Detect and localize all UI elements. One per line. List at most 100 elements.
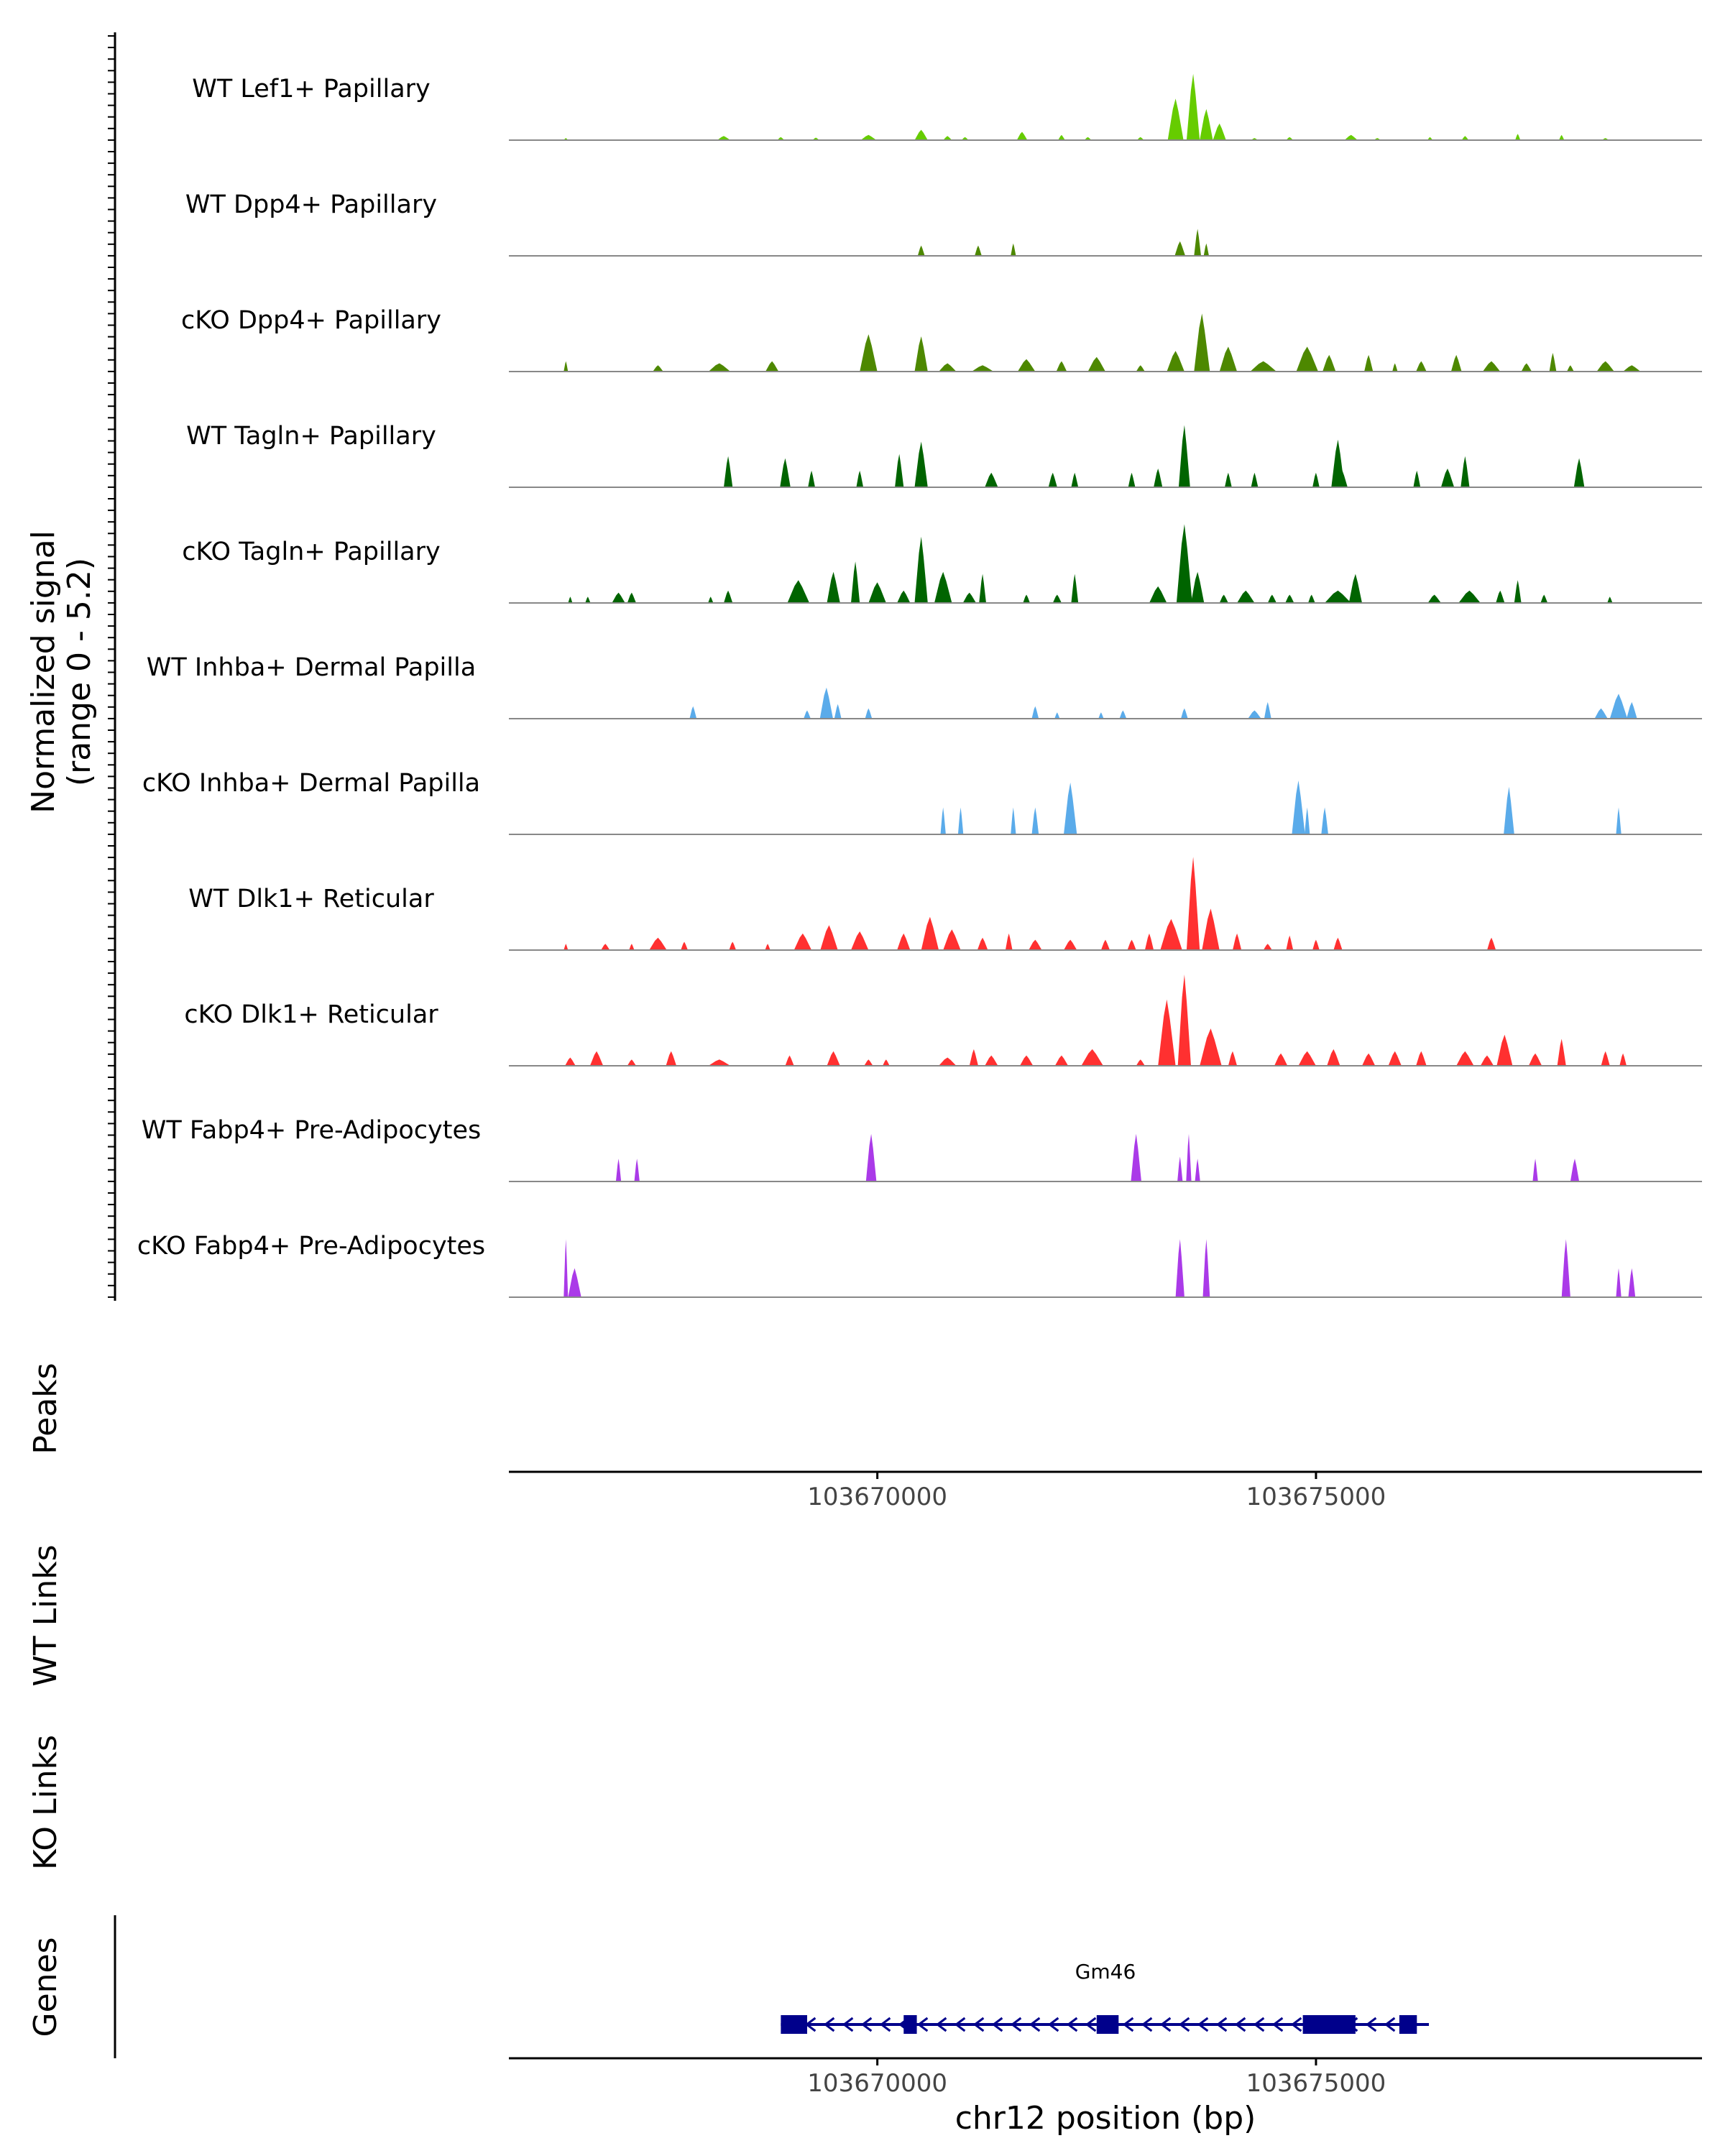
coverage-peak	[1322, 354, 1336, 372]
coverage-peak	[1191, 571, 1205, 603]
coverage-peak	[921, 916, 939, 950]
coverage-peak	[856, 470, 864, 487]
signal-y-axis	[108, 32, 116, 1301]
strand-arrow	[991, 2017, 1003, 2032]
coverage-peak	[1058, 134, 1065, 140]
coverage-peak	[1136, 365, 1145, 372]
coverage-peak	[1178, 425, 1190, 487]
coverage-peak	[1202, 1239, 1210, 1297]
coverage-peak	[1364, 354, 1374, 372]
coverage-peak	[914, 441, 928, 487]
coverage-peak	[1348, 573, 1362, 603]
coverage-peak	[1567, 365, 1574, 372]
coverage-peak	[971, 365, 994, 372]
coverage-peak	[977, 937, 988, 950]
coverage-peak	[1362, 1053, 1376, 1066]
coverage-peak	[1023, 594, 1030, 603]
coverage-peak	[689, 706, 697, 719]
signal-axis-label-line2: (range 0 - 5.2)	[61, 558, 98, 786]
strand-arrow	[954, 2017, 966, 2032]
coverage-peak	[1100, 939, 1110, 950]
coverage-peak	[1136, 137, 1144, 140]
coverage-peak	[865, 708, 873, 719]
coverage-track: WT Inhba+ Dermal Papilla	[147, 653, 1702, 719]
coverage-peak	[1549, 353, 1557, 372]
strand-arrow	[1253, 2017, 1265, 2032]
coverage-peak	[1487, 937, 1496, 950]
coverage-track: cKO Fabp4+ Pre-Adipocytes	[137, 1232, 1702, 1298]
coverage-peak	[1540, 594, 1548, 603]
coverage-peak	[1298, 1051, 1316, 1066]
coverage-peak	[1344, 134, 1358, 140]
coverage-peak	[1480, 1055, 1494, 1066]
coverage-peak	[1250, 361, 1276, 372]
coverage-peak	[1200, 1028, 1222, 1066]
coverage-peak	[1528, 1053, 1542, 1066]
coverage-peak	[708, 363, 731, 372]
coverage-peak	[708, 596, 714, 603]
x-tick-label: 103675000	[1246, 1483, 1386, 1511]
exon-block	[903, 2015, 917, 2034]
coverage-peak	[1416, 1051, 1427, 1066]
strand-arrow	[972, 2017, 985, 2032]
coverage-peak	[969, 1049, 978, 1066]
coverage-peak	[827, 571, 840, 603]
coverage-peak	[1176, 524, 1192, 603]
x-axis-title: chr12 position (bp)	[955, 2100, 1256, 2137]
coverage-peak	[1461, 136, 1469, 140]
track-label: cKO Dlk1+ Reticular	[184, 1000, 438, 1029]
strand-arrow	[1384, 2017, 1396, 2032]
coverage-peak	[1084, 137, 1092, 140]
coverage-peak	[962, 592, 976, 603]
coverage-peak	[1337, 470, 1348, 487]
coverage-peak	[917, 245, 925, 256]
coverage-peak	[914, 536, 928, 603]
coverage-peak	[865, 1133, 877, 1181]
coverage-peak	[589, 1051, 604, 1066]
coverage-peak	[1071, 472, 1079, 487]
coverage-peak	[1011, 243, 1016, 256]
coverage-peak	[1219, 594, 1228, 603]
coverage-peak	[834, 704, 842, 719]
strand-arrow	[1066, 2017, 1078, 2032]
coverage-peak	[934, 571, 952, 603]
track-label: cKO Dpp4+ Papillary	[181, 306, 441, 335]
coverage-peak	[1308, 594, 1315, 603]
coverage-peak	[1056, 361, 1067, 372]
coverage-peak	[1325, 590, 1351, 603]
coverage-track: cKO Tagln+ Papillary	[182, 524, 1702, 604]
coverage-peak	[1515, 134, 1521, 140]
coverage-peak	[1031, 706, 1039, 719]
coverage-peak	[1413, 470, 1421, 487]
strand-arrow	[1122, 2017, 1134, 2032]
coverage-peak	[1285, 594, 1294, 603]
track-label: cKO Inhba+ Dermal Papilla	[142, 769, 480, 798]
strand-arrow	[1197, 2017, 1209, 2032]
coverage-peak	[1064, 939, 1077, 950]
gene-name-label: Gm46	[1075, 1960, 1136, 1984]
coverage-peak	[1458, 590, 1481, 603]
coverage-peak	[1098, 712, 1104, 719]
coverage-peak	[1573, 458, 1585, 487]
coverage-peak	[1136, 1059, 1145, 1066]
coverage-peak	[627, 592, 636, 603]
coverage-peak	[1177, 975, 1191, 1066]
track-label: cKO Fabp4+ Pre-Adipocytes	[137, 1232, 485, 1261]
coverage-peak	[765, 944, 770, 950]
strand-arrow	[1010, 2017, 1022, 2032]
coverage-peak	[1203, 243, 1209, 256]
coverage-peak	[851, 931, 869, 950]
coverage-peak	[1570, 1158, 1580, 1181]
coverage-peak	[1532, 1158, 1538, 1181]
coverage-peak	[629, 944, 635, 950]
coverage-peak	[1213, 123, 1226, 140]
track-label: WT Dpp4+ Papillary	[185, 190, 437, 219]
coverage-peak	[787, 580, 810, 603]
coverage-peak	[708, 1059, 731, 1066]
coverage-peak	[615, 1158, 622, 1181]
coverage-peak	[1557, 1038, 1566, 1066]
coverage-peak	[1175, 1239, 1184, 1297]
coverage-peak	[1081, 1049, 1103, 1066]
coverage-peak	[1267, 594, 1276, 603]
x-tick-label: 103675000	[1246, 2069, 1386, 2098]
